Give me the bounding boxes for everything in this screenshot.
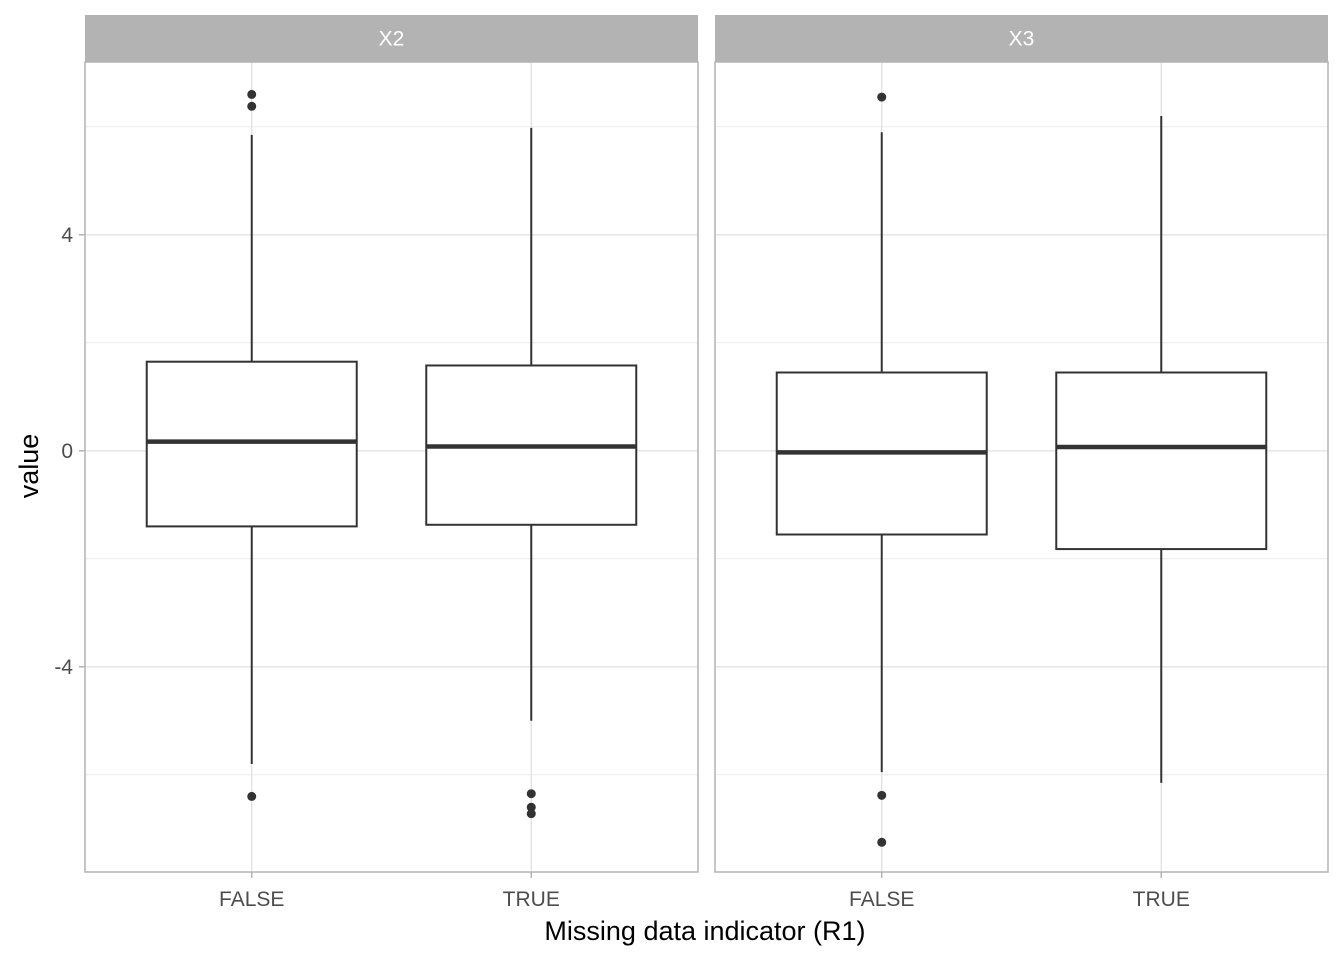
box-body <box>145 360 358 528</box>
y-tick-label: 0 <box>61 440 73 463</box>
x-tick-label: FALSE <box>849 888 914 911</box>
box-false <box>775 92 988 847</box>
facet-strip <box>85 15 698 62</box>
y-axis-title: value <box>14 434 44 499</box>
box-false <box>145 89 358 801</box>
outlier-point <box>877 837 887 847</box>
y-axis: -4 0 4 <box>54 224 85 679</box>
outlier-point <box>526 789 536 799</box>
y-tick-label: 4 <box>61 224 73 247</box>
x-axis-title: Missing data indicator (R1) <box>544 916 865 946</box>
panel-border <box>714 61 1329 873</box>
panel-x2: X2 FALSE TRUE <box>84 15 699 911</box>
outlier-point <box>247 791 257 801</box>
outlier-point <box>526 809 536 819</box>
facet-strip <box>715 15 1328 62</box>
outlier-point <box>247 101 257 111</box>
x-tick-label: TRUE <box>1133 888 1190 911</box>
panel-border <box>84 61 699 873</box>
outlier-point <box>877 92 887 102</box>
x-tick-label: FALSE <box>219 888 284 911</box>
panels-layer: X2 FALSE TRUE X3 FALSE TRUE <box>84 15 1329 911</box>
box-body <box>1055 371 1268 551</box>
outlier-point <box>526 802 536 812</box>
box-true <box>425 127 638 819</box>
facet-strip-label: X2 <box>379 28 405 51</box>
panel-x3: X3 FALSE TRUE <box>714 15 1329 911</box>
outlier-point <box>877 790 887 800</box>
facet-strip-label: X3 <box>1009 28 1035 51</box>
x-tick-label: TRUE <box>503 888 560 911</box>
outlier-point <box>247 89 257 99</box>
y-tick-label: -4 <box>54 656 73 679</box>
box-true <box>1055 116 1268 783</box>
